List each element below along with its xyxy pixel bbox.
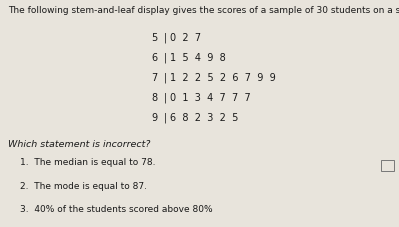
Text: |: | [164, 113, 167, 123]
Text: 1  2  2  5  2  6  7  9  9: 1 2 2 5 2 6 7 9 9 [170, 73, 275, 83]
Text: |: | [164, 73, 167, 83]
Text: 1  5  4  9  8: 1 5 4 9 8 [170, 53, 225, 63]
Text: 0  1  3  4  7  7  7: 0 1 3 4 7 7 7 [170, 93, 250, 103]
Text: 6: 6 [152, 53, 158, 63]
Text: 0  2  7: 0 2 7 [170, 33, 201, 43]
Text: 6  8  2  3  2  5: 6 8 2 3 2 5 [170, 113, 238, 123]
Text: The following stem-and-leaf display gives the scores of a sample of 30 students : The following stem-and-leaf display give… [8, 6, 399, 15]
Text: 5: 5 [151, 33, 158, 43]
Text: Which statement is incorrect?: Which statement is incorrect? [8, 140, 150, 149]
Text: 8: 8 [152, 93, 158, 103]
Bar [381, 160, 394, 171]
Text: 9: 9 [152, 113, 158, 123]
Text: |: | [164, 33, 167, 43]
Text: 7: 7 [151, 73, 158, 83]
Text: 3.  40% of the students scored above 80%: 3. 40% of the students scored above 80% [20, 205, 213, 215]
Text: 1.  The median is equal to 78.: 1. The median is equal to 78. [20, 158, 156, 167]
Text: 2.  The mode is equal to 87.: 2. The mode is equal to 87. [20, 182, 147, 191]
Text: |: | [164, 93, 167, 103]
Text: |: | [164, 53, 167, 63]
